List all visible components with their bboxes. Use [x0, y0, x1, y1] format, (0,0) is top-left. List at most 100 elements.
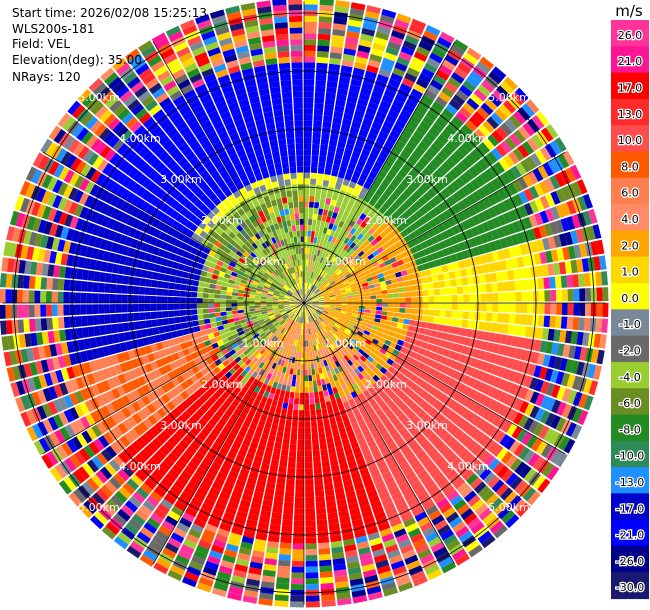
- ray-gate: [551, 342, 559, 356]
- ray-gate: [487, 206, 497, 219]
- ray-gate: [304, 39, 317, 46]
- ray-gate: [275, 338, 281, 345]
- ray-gate: [422, 458, 434, 469]
- ray-gate: [42, 387, 53, 402]
- ray-gate: [381, 470, 393, 481]
- ray-gate: [391, 249, 400, 257]
- ray-gate: [585, 303, 592, 317]
- ray-gate: [312, 272, 316, 279]
- ray-gate: [427, 316, 434, 323]
- ray-gate: [329, 417, 337, 425]
- ray-gate: [311, 306, 318, 309]
- ray-gate: [217, 396, 226, 405]
- ray-gate: [393, 292, 400, 298]
- ray-gate: [379, 281, 387, 287]
- ray-gate: [369, 309, 377, 314]
- ray-gate: [292, 537, 304, 544]
- ray-gate: [539, 180, 550, 195]
- ray-gate: [357, 98, 369, 107]
- ray-gate: [514, 480, 528, 494]
- ray-gate: [255, 373, 262, 381]
- ray-gate: [328, 523, 340, 531]
- ray-gate: [482, 120, 495, 134]
- ray-gate: [543, 315, 551, 328]
- ray-gate: [548, 430, 560, 445]
- ray-gate: [446, 452, 458, 464]
- ray-gate: [100, 392, 111, 405]
- ray-gate: [15, 397, 26, 413]
- ray-gate: [206, 344, 214, 352]
- ray-gate: [240, 322, 248, 327]
- ray-gate: [57, 355, 66, 369]
- ray-gate: [396, 390, 406, 399]
- ray-gate: [298, 310, 301, 317]
- ray-gate: [162, 547, 177, 559]
- ray-gate: [454, 67, 468, 80]
- ray-gate: [364, 374, 372, 382]
- ray-gate: [442, 433, 453, 444]
- ray-gate: [304, 294, 308, 301]
- ray-gate: [560, 316, 568, 329]
- ray-gate: [452, 521, 466, 534]
- ray-gate: [432, 226, 441, 236]
- ray-gate: [209, 317, 217, 323]
- ray-gate: [356, 358, 364, 366]
- ray-gate: [240, 345, 248, 353]
- ray-gate: [498, 158, 510, 171]
- ray-gate: [231, 352, 239, 360]
- ray-gate: [514, 280, 522, 291]
- ray-gate: [315, 290, 321, 295]
- ray-gate: [491, 343, 500, 354]
- ray-gate: [284, 316, 290, 322]
- ray-gate: [393, 332, 401, 339]
- ray-gate: [333, 434, 341, 442]
- ray-gate: [330, 303, 336, 305]
- ray-gate: [378, 130, 389, 140]
- ray-gate: [514, 245, 523, 257]
- ray-gate: [433, 425, 445, 436]
- ray-gate: [433, 259, 442, 267]
- ray-gate: [88, 235, 97, 247]
- ray-gate: [345, 555, 359, 564]
- ray-gate: [391, 283, 399, 289]
- ray-gate: [213, 346, 222, 354]
- ray-gate: [334, 238, 340, 246]
- ray-gate: [380, 125, 392, 135]
- ray-gate: [368, 227, 376, 235]
- ray-gate: [377, 169, 387, 179]
- ray-gate: [369, 127, 380, 136]
- ray-gate: [335, 99, 346, 108]
- ray-gate: [204, 437, 214, 447]
- ray-gate: [312, 305, 319, 308]
- ray-gate: [441, 264, 449, 273]
- ray-gate: [40, 304, 47, 317]
- ray-gate: [90, 474, 104, 488]
- ray-gate: [507, 269, 515, 281]
- ray-gate: [335, 306, 342, 309]
- ray-gate: [409, 319, 416, 326]
- ray-gate: [538, 425, 550, 440]
- ray-gate: [174, 283, 181, 290]
- ray-gate: [200, 427, 211, 437]
- ray-gate: [431, 101, 445, 113]
- ray-gate: [304, 352, 307, 359]
- ray-gate: [372, 374, 380, 383]
- ray-gate: [360, 336, 367, 343]
- ray-gate: [171, 463, 183, 475]
- ray-gate: [399, 83, 412, 94]
- ray-gate: [28, 275, 36, 289]
- ray-gate: [192, 471, 204, 482]
- ray-gate: [332, 405, 339, 413]
- ray-gate: [304, 398, 310, 405]
- ray-gate: [160, 498, 173, 510]
- ray-gate: [306, 296, 311, 302]
- ray-gate: [279, 460, 288, 468]
- ray-gate: [214, 298, 220, 303]
- ray-gate: [263, 493, 274, 501]
- ray-gate: [326, 500, 337, 508]
- ray-gate: [534, 407, 546, 422]
- ray-gate: [344, 449, 354, 457]
- ray-gate: [265, 481, 276, 490]
- ray-gate: [328, 453, 338, 461]
- ray-gate: [435, 96, 448, 108]
